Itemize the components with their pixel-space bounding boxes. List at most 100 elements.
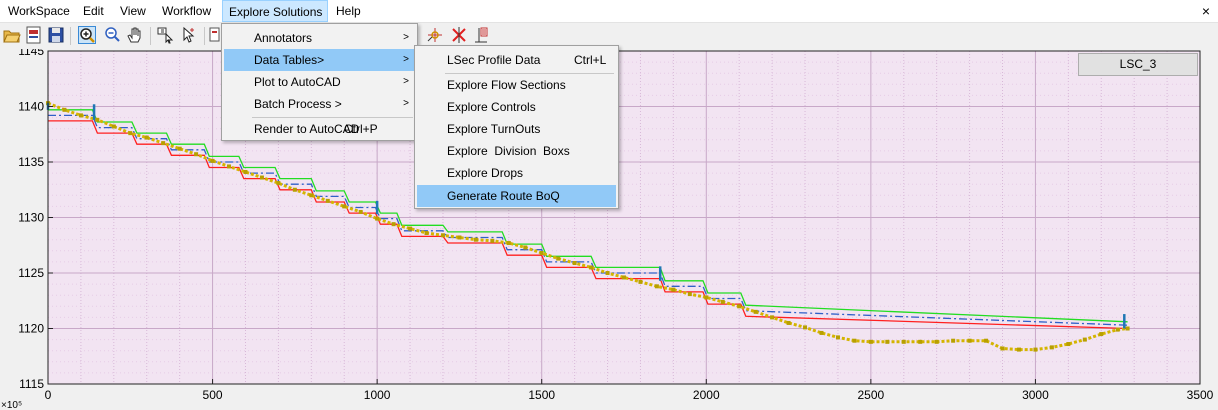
menu-item-data-tables[interactable]: Data Tables> > (224, 49, 415, 71)
ground-point (852, 338, 857, 343)
ground-point (177, 146, 182, 151)
ground-point (62, 107, 67, 112)
menu-item-shortcut: Ctrl+P (344, 122, 378, 136)
zoom-out-icon[interactable] (103, 26, 121, 44)
ground-point (1125, 326, 1130, 331)
menu-item-explore-controls[interactable]: Explore Controls (417, 96, 616, 118)
ground-point (770, 315, 775, 320)
ground-point (309, 193, 314, 198)
menu-item-generate-route-boq[interactable]: Generate Route BoQ (417, 185, 616, 207)
submenu-arrow-icon: > (403, 98, 409, 109)
menu-item-label: Data Tables> (254, 53, 325, 67)
ground-point (506, 241, 511, 246)
menu-item-explore-turnouts[interactable]: Explore TurnOuts (417, 118, 616, 140)
ground-point (704, 295, 709, 300)
menu-item-annotators[interactable]: Annotators > (224, 27, 415, 49)
x-tick-label: 2500 (858, 388, 885, 402)
ground-point (259, 175, 264, 180)
ground-point (1049, 345, 1054, 350)
y-tick-label: 1120 (18, 322, 44, 336)
open-folder-icon[interactable] (3, 26, 21, 44)
ground-point (490, 238, 495, 243)
y-tick-label: 1135 (18, 155, 44, 169)
ground-point (967, 338, 972, 343)
y-tick-label: 1115 (19, 377, 44, 391)
menu-workflow[interactable]: Workflow (162, 4, 212, 18)
menu-item-explore-drops[interactable]: Explore Drops (417, 162, 616, 184)
menu-view[interactable]: View (120, 4, 146, 18)
menu-item-explore-division-boxs[interactable]: Explore Division Boxs (417, 140, 616, 162)
ground-point (951, 338, 956, 343)
zoom-in-icon[interactable] (78, 26, 96, 44)
ground-point (375, 216, 380, 221)
menu-workspace[interactable]: WorkSpace (8, 4, 70, 18)
ground-point (622, 275, 626, 280)
menu-item-plot-to-autocad[interactable]: Plot to AutoCAD > (224, 71, 415, 93)
toolbar-separator (70, 27, 71, 45)
ground-point (737, 304, 742, 309)
menu-item-lsec-profile-data[interactable]: LSec Profile Data Ctrl+L (417, 49, 616, 71)
ground-point (1099, 332, 1104, 337)
ground-point (424, 231, 429, 236)
ground-point (671, 287, 676, 292)
menu-item-label: Batch Process > (254, 97, 342, 111)
menu-bar: WorkSpace Edit View Workflow Explore Sol… (0, 0, 1218, 23)
menu-edit[interactable]: Edit (83, 4, 104, 18)
ground-point (589, 265, 594, 270)
ground-point (342, 204, 347, 209)
ground-point (984, 338, 989, 343)
toolbar (0, 23, 1218, 49)
ground-point (276, 181, 281, 186)
x-tick-label: 1500 (528, 388, 555, 402)
ground-point (556, 256, 561, 261)
ground-point (605, 271, 610, 275)
explore-solutions-menu: Annotators > Data Tables> > Plot to Auto… (221, 23, 418, 141)
y-tick-label: 1140 (18, 100, 44, 114)
ground-point (803, 325, 808, 330)
menu-item-batch-process[interactable]: Batch Process > > (224, 93, 415, 115)
ground-point (128, 131, 133, 136)
marker-delete-icon[interactable] (450, 26, 468, 44)
ground-point (523, 245, 528, 250)
ground-point (687, 292, 692, 297)
toolbar-separator (204, 27, 205, 45)
x-tick-label: 3000 (1022, 388, 1049, 402)
ground-point (473, 237, 478, 242)
menu-separator (445, 73, 614, 74)
ground-point (78, 113, 83, 118)
y-exponent-label: ×10⁵ (1, 400, 22, 410)
menu-separator (252, 117, 413, 118)
menu-item-label: LSec Profile Data (447, 53, 541, 67)
ground-point (918, 339, 923, 344)
x-tick-label: 500 (203, 388, 223, 402)
menu-item-explore-flow-sections[interactable]: Explore Flow Sections (417, 74, 616, 96)
menu-item-label: Explore TurnOuts (447, 122, 541, 136)
ground-point (391, 222, 396, 227)
menu-item-label: Explore Drops (447, 166, 524, 180)
submenu-arrow-icon: > (403, 32, 409, 43)
ground-point (1033, 347, 1038, 352)
menu-item-label: Explore Controls (447, 100, 536, 114)
insert-icon[interactable] (209, 26, 227, 44)
ground-point (786, 320, 791, 325)
new-file-icon[interactable] (25, 26, 43, 44)
ground-point (934, 339, 939, 344)
menu-explore-solutions[interactable]: Explore Solutions (222, 0, 328, 22)
menu-item-label: Plot to AutoCAD (254, 75, 341, 89)
ground-point (868, 339, 873, 344)
lsc-3-button[interactable]: LSC_3 (1078, 53, 1198, 76)
save-icon[interactable] (47, 26, 65, 44)
marker-edit-icon[interactable] (473, 26, 491, 44)
data-cursor-icon[interactable] (157, 26, 175, 44)
close-icon[interactable]: × (1201, 3, 1210, 19)
ground-point (753, 309, 758, 314)
ground-point (901, 339, 906, 344)
ground-point (819, 330, 824, 335)
menu-help[interactable]: Help (336, 4, 361, 18)
menu-item-render-to-autocad[interactable]: Render to AutoCAD Ctrl+P (224, 118, 415, 140)
marker-add-icon[interactable] (426, 26, 444, 44)
pan-hand-icon[interactable] (126, 26, 144, 44)
menu-item-label: Generate Route BoQ (447, 189, 560, 203)
menu-item-label: Explore Flow Sections (447, 78, 566, 92)
select-cursor-icon[interactable] (180, 26, 198, 44)
